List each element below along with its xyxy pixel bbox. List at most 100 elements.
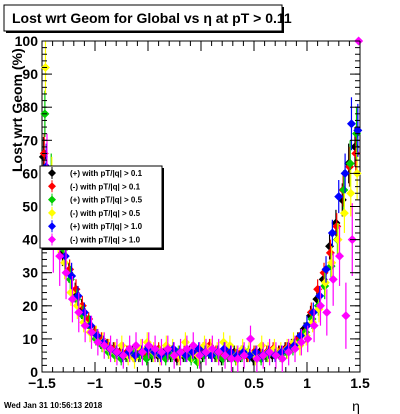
data-point [315,291,325,301]
data-point [79,307,89,317]
legend-entry: (-) with pT/|q| > 1.0 [48,233,141,246]
data-point [67,294,77,304]
title-box-frame [3,4,283,32]
data-point [239,350,249,360]
data-point [308,307,318,317]
data-point [118,350,128,360]
data-point [302,321,312,331]
data-point [346,188,356,198]
x-tick-label: 0 [197,375,205,391]
legend-label: (-) with pT/|q| > 0.1 [70,182,141,191]
data-point [340,168,350,178]
data-point [195,350,205,360]
data-point [117,341,127,351]
series-6 [42,36,364,372]
data-point [106,344,116,354]
data-point [93,337,103,347]
y-tick-label: 90 [22,66,38,82]
legend-marker [48,195,56,204]
data-point [334,192,344,202]
data-point [339,208,349,218]
y-tick-label: 50 [22,199,38,215]
data-point [257,341,267,351]
legend-entry: (-) with pT/|q| > 0.1 [48,180,141,193]
legend-entry: (+) with pT/|q| > 0.1 [48,167,143,179]
legend-label: (+) with pT/|q| > 1.0 [70,222,143,231]
y-tick-label: 80 [22,99,38,115]
data-point [252,354,262,364]
data-point [320,278,330,288]
data-point [60,258,70,268]
data-point [233,354,243,364]
legend-label: (-) with pT/|q| > 1.0 [70,236,141,245]
data-point [321,264,331,274]
data-point [303,334,313,344]
data-point [214,347,224,357]
x-axis-title: η [352,398,360,414]
data-point [258,350,268,360]
y-tick-label: 40 [22,232,38,248]
data-point [245,350,255,360]
x-tick-label: −1 [87,375,103,391]
y-tick-label: 0 [30,364,38,380]
data-point [327,258,337,268]
y-tick-label: 20 [22,298,38,314]
data-point [322,307,332,317]
data-point [99,341,109,351]
data-point [265,347,275,357]
title-box-shadow-bottom [6,31,284,33]
legend-shadow-right [162,168,164,250]
data-point [339,185,349,195]
data-point [66,288,76,298]
data-point [112,347,122,357]
data-point [168,344,178,354]
data-point [296,331,306,341]
x-tick-label: 1.5 [350,375,370,391]
y-tick-label: 10 [22,331,38,347]
data-point [180,337,190,347]
data-point [80,321,90,331]
legend-shadow-bottom [42,248,164,250]
data-point [328,274,338,284]
legend-entry: (+) with pT/|q| > 1.0 [48,220,143,233]
legend-label: (-) with pT/|q| > 0.5 [70,209,141,218]
data-point [251,347,261,357]
data-point [315,301,325,311]
data-point [290,344,300,354]
title-box: Lost wrt Geom for Global vs η at pT > 0.… [3,4,292,33]
data-point [125,344,135,354]
data-point [130,350,140,360]
data-point [55,251,65,261]
legend-entry: (+) with pT/|q| > 0.5 [48,193,143,206]
data-point [219,337,229,347]
data-point [207,344,217,354]
data-point [72,301,82,311]
legend-marker [48,182,56,191]
data-point [353,125,363,135]
data-point [296,337,306,347]
data-point [246,334,255,344]
data-point [144,341,154,351]
y-tick-label: 100 [15,33,39,49]
legend-frame [39,165,163,249]
data-point [284,347,294,357]
timestamp: Wed Jan 31 10:56:13 2018 [4,401,103,410]
data-point [86,321,96,331]
data-point [188,341,198,351]
data-point [169,350,179,360]
x-tick-label: −1.5 [28,375,56,391]
data-point [137,347,147,357]
legend-marker [48,169,56,177]
data-point [327,228,337,238]
x-tick-label: −0.5 [134,375,162,391]
legend-marker [48,208,56,217]
y-tick-label: 70 [22,132,38,148]
legend-label: (+) with pT/|q| > 0.5 [70,196,143,205]
data-point [277,354,287,364]
legend: (+) with pT/|q| > 0.1 (-) with pT/|q| > 0… [39,165,164,250]
data-point [201,347,211,357]
axis-layer: −1.5 −1 −0.5 0 0.5 1 1.5 0 10 20 30 40 50 60 70 80 90 100 [15,33,370,391]
y-tick-label: 60 [22,165,38,181]
legend-entries: (+) with pT/|q| > 0.1 (-) with pT/|q| > 0… [48,167,143,246]
data-point [150,344,160,354]
